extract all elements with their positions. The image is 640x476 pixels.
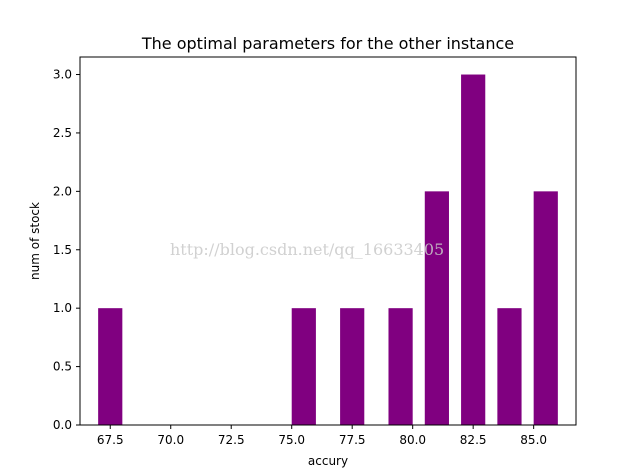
plot-frame — [79, 56, 577, 426]
x-tick-label: 75.0 — [278, 433, 305, 447]
bar — [291, 308, 316, 425]
chart-title: The optimal parameters for the other ins… — [141, 34, 514, 53]
bar — [340, 308, 365, 425]
y-axis-ticks: 0.0 0.5 1.0 1.5 2.0 2.5 3.0 — [53, 68, 80, 432]
x-tick-label: 85.0 — [520, 433, 547, 447]
y-tick-label: 3.0 — [53, 68, 72, 82]
bar — [461, 74, 486, 426]
y-tick-label: 1.0 — [53, 301, 72, 315]
bars-group — [98, 74, 558, 426]
x-tick-label: 70.0 — [157, 433, 184, 447]
x-tick-label: 82.5 — [460, 433, 487, 447]
y-tick-label: 0.0 — [53, 418, 72, 432]
bar — [98, 308, 123, 425]
bar — [388, 308, 413, 425]
watermark-text: http://blog.csdn.net/qq_16633405 — [170, 240, 444, 259]
y-tick-label: 1.5 — [53, 243, 72, 257]
x-axis-label: accury — [308, 454, 348, 468]
bar — [424, 191, 449, 425]
x-tick-label: 80.0 — [399, 433, 426, 447]
y-tick-label: 0.5 — [53, 360, 72, 374]
y-tick-label: 2.0 — [53, 184, 72, 198]
y-tick-label: 2.5 — [53, 126, 72, 140]
bar — [497, 308, 522, 425]
x-tick-label: 67.5 — [97, 433, 124, 447]
x-tick-label: 77.5 — [339, 433, 366, 447]
x-axis-ticks: 67.5 70.0 72.5 75.0 77.5 80.0 82.5 85.0 — [97, 425, 547, 447]
y-axis-label: num of stock — [28, 202, 42, 280]
bar — [533, 191, 558, 425]
x-tick-label: 72.5 — [218, 433, 245, 447]
